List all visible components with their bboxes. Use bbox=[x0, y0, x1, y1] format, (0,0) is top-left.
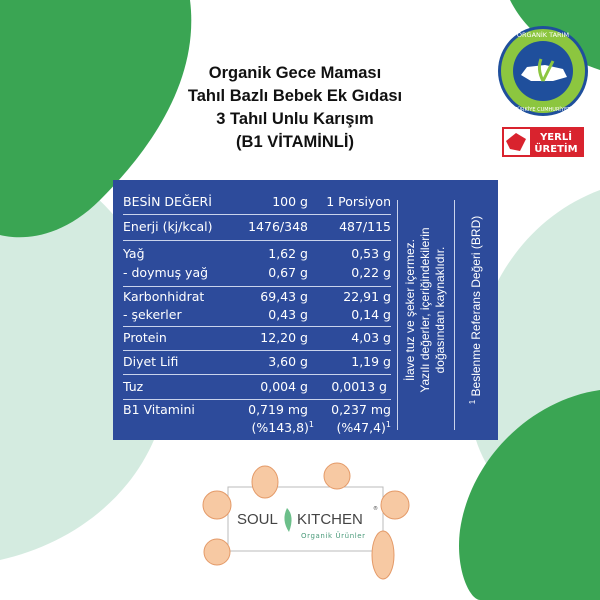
seal-text-bottom: TÜRKİYE CUMHURİYETİ bbox=[513, 106, 571, 113]
title-line: 3 Tahıl Unlu Karışım bbox=[216, 110, 374, 128]
bg-green-blob-top-left bbox=[0, 0, 192, 238]
yerli-uretim-badge: YERLİ ÜRETİM bbox=[502, 127, 584, 157]
handshake-icon bbox=[506, 133, 526, 151]
table-row: Protein 12,20 g 4,03 g bbox=[123, 330, 391, 345]
divider-vertical bbox=[454, 200, 455, 430]
divider-vertical bbox=[397, 200, 398, 430]
header-100g: 100 g bbox=[272, 194, 308, 209]
table-row: B1 Vitamini 0,719 mg 0,237 mg bbox=[123, 402, 391, 417]
title-line: Tahıl Bazlı Bebek Ek Gıdası bbox=[187, 87, 403, 105]
table-row: Yağ 1,62 g 0,53 g bbox=[123, 246, 391, 261]
table-row: Diyet Lifi 3,60 g 1,19 g bbox=[123, 354, 391, 369]
table-row: Tuz 0,004 g 0,0013 g bbox=[123, 379, 387, 394]
title-line: Organik Gece Maması bbox=[208, 64, 382, 82]
table-row: Karbonhidrat 69,43 g 22,91 g bbox=[123, 289, 391, 304]
divider bbox=[123, 374, 391, 375]
divider bbox=[123, 350, 391, 351]
divider bbox=[123, 286, 391, 287]
yerli-text: YERLİ bbox=[539, 129, 572, 143]
brand-tagline: Organik Ürünler bbox=[301, 531, 366, 540]
divider bbox=[123, 326, 391, 327]
table-row: Enerji (kj/kcal) 1476/348 487/115 bbox=[123, 219, 391, 234]
registered-mark: ® bbox=[373, 505, 378, 512]
organic-seal-icon: ORGANİK TARIM TÜRKİYE CUMHURİYETİ bbox=[498, 26, 588, 116]
table-header-row: BESİN DEĞERİ 100 g 1 Porsiyon bbox=[123, 194, 391, 212]
table-row: - şekerler 0,43 g 0,14 g bbox=[123, 307, 391, 322]
seal-text-top: ORGANİK TARIM bbox=[517, 30, 569, 39]
brand-kitchen: KITCHEN bbox=[297, 511, 363, 528]
nutrition-table: BESİN DEĞERİ 100 g 1 Porsiyon Enerji (kj… bbox=[113, 180, 498, 440]
note-text: İlave tuz ve şeker içermez. Yazılı değer… bbox=[403, 227, 447, 393]
brand-soul: SOUL bbox=[237, 511, 278, 528]
bg-green-blob-bottom-right bbox=[459, 390, 600, 600]
title-line: (B1 VİTAMİNLİ) bbox=[236, 133, 354, 151]
table-row-b1-percent: (%143,8)1 (%47,4)1 bbox=[251, 420, 391, 436]
uretim-text: ÜRETİM bbox=[534, 141, 577, 155]
product-title: Organik Gece Maması Tahıl Bazlı Bebek Ek… bbox=[140, 62, 450, 154]
footnote-text: 1 Beslenme Referans Değeri (BRD) bbox=[468, 215, 483, 405]
divider bbox=[123, 399, 391, 400]
divider bbox=[123, 214, 391, 215]
leaf-icon bbox=[284, 508, 292, 532]
soul-kitchen-logo: SOUL KITCHEN ® Organik Ürünler bbox=[202, 462, 410, 580]
baby-illustrations-icon bbox=[202, 462, 410, 580]
table-row: - doymuş yağ 0,67 g 0,22 g bbox=[123, 265, 391, 280]
header-label: BESİN DEĞERİ bbox=[123, 194, 212, 209]
divider bbox=[123, 240, 391, 241]
header-portion: 1 Porsiyon bbox=[326, 194, 391, 209]
